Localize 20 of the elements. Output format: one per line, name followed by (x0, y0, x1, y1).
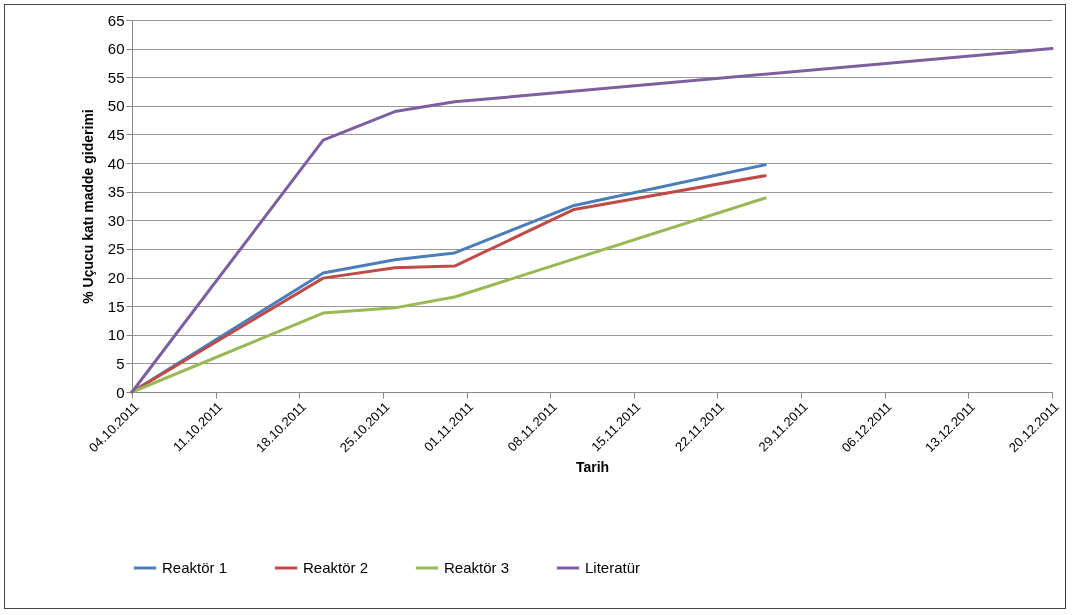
y-tick-label: 40 (107, 154, 125, 172)
y-tick-label: 0 (116, 383, 125, 401)
x-axis-title: Tarih (575, 459, 610, 476)
y-tick-label: 15 (107, 297, 125, 315)
y-tick-label: 30 (107, 211, 125, 229)
legend-label: Reaktör 3 (444, 559, 510, 576)
y-tick-label: 5 (116, 354, 125, 372)
y-axis-title: % Uçucu katı madde giderimi (79, 109, 96, 304)
legend-label: Reaktör 2 (303, 559, 369, 576)
legend-label: Literatür (585, 559, 641, 576)
legend-label: Reaktör 1 (162, 559, 228, 576)
y-tick-label: 25 (107, 240, 125, 258)
y-tick-label: 10 (107, 326, 125, 344)
y-tick-label: 55 (107, 68, 125, 86)
y-tick-label: 20 (107, 269, 125, 287)
y-tick-label: 65 (107, 11, 125, 29)
y-tick-label: 35 (107, 183, 125, 201)
y-tick-label: 45 (107, 125, 125, 143)
y-tick-label: 50 (107, 97, 125, 115)
y-tick-label: 60 (107, 40, 125, 58)
